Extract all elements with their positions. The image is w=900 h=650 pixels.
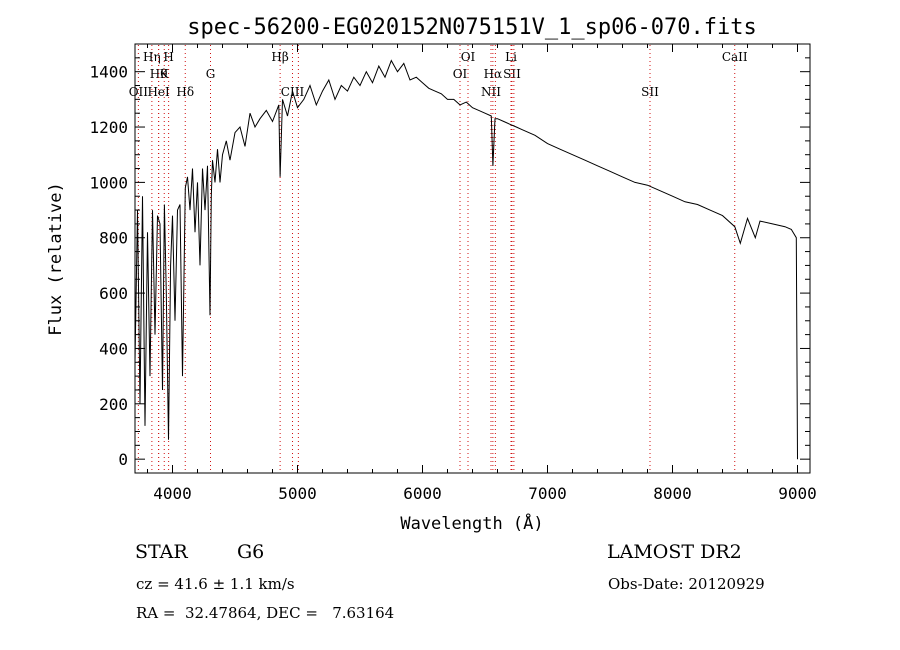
y-tick-label-3: 600 [99,284,128,303]
x-tick-label-4: 8000 [653,484,692,503]
y-axis-label: Flux (relative) [46,182,66,336]
line-label-14: Hα [484,67,503,81]
chart-title: spec-56200-EG020152N075151V_1_sp06-070.f… [187,15,757,40]
y-tick-label-6: 1200 [89,118,128,137]
x-tick-label-5: 9000 [778,484,817,503]
line-label-17: SII [503,67,521,81]
plot-frame [134,43,811,474]
line-label-11: OI [453,67,468,81]
line-label-19: SII [641,85,659,99]
redshift-text: cz = 41.6 ± 1.1 km/s [136,575,295,593]
line-label-16: Li [505,50,517,64]
line-label-6: Hδ [176,85,194,99]
object-type: STAR [135,541,188,563]
spectrum-chart: spec-56200-EG020152N075151V_1_sp06-070.f… [46,15,817,534]
survey-name: LAMOST DR2 [607,541,742,563]
line-label-13: NII [481,85,501,99]
line-markers: OIIHηHθHeIKHHδGHβCIIIOIOINIIHαLiSIISIICa… [129,45,748,472]
spectrum-line-0 [134,59,798,460]
series-layer [134,59,798,460]
line-label-20: CaII [722,50,748,64]
object-subclass: G6 [237,541,265,563]
line-label-7: G [206,67,216,81]
coordinates: RA = 32.47864, DEC = 7.63164 [136,604,395,622]
x-tick-label-0: 4000 [153,484,192,503]
line-label-12: OI [461,50,476,64]
line-label-3: HeI [147,85,170,99]
obs-date: Obs-Date: 20120929 [608,575,765,593]
x-tick-label-2: 6000 [403,484,442,503]
line-label-0: OII [129,85,149,99]
y-tick-label-4: 800 [99,229,128,248]
line-label-5: H [163,50,173,64]
line-label-8: Hβ [271,50,288,64]
y-tick-label-1: 200 [99,395,128,414]
y-tick-label-2: 400 [99,339,128,358]
x-axis-label: Wavelength (Å) [400,512,543,534]
x-tick-label-1: 5000 [278,484,317,503]
axes: 4000 5000 6000 7000 8000 9000 0 200 400 600 800 100… [89,43,817,503]
y-tick-label-5: 1000 [89,173,128,192]
line-label-4: K [160,67,170,81]
y-tick-label-0: 0 [118,450,128,469]
line-label-1: Hη [143,50,161,64]
y-tick-label-7: 1400 [89,63,128,82]
x-tick-label-3: 7000 [528,484,567,503]
